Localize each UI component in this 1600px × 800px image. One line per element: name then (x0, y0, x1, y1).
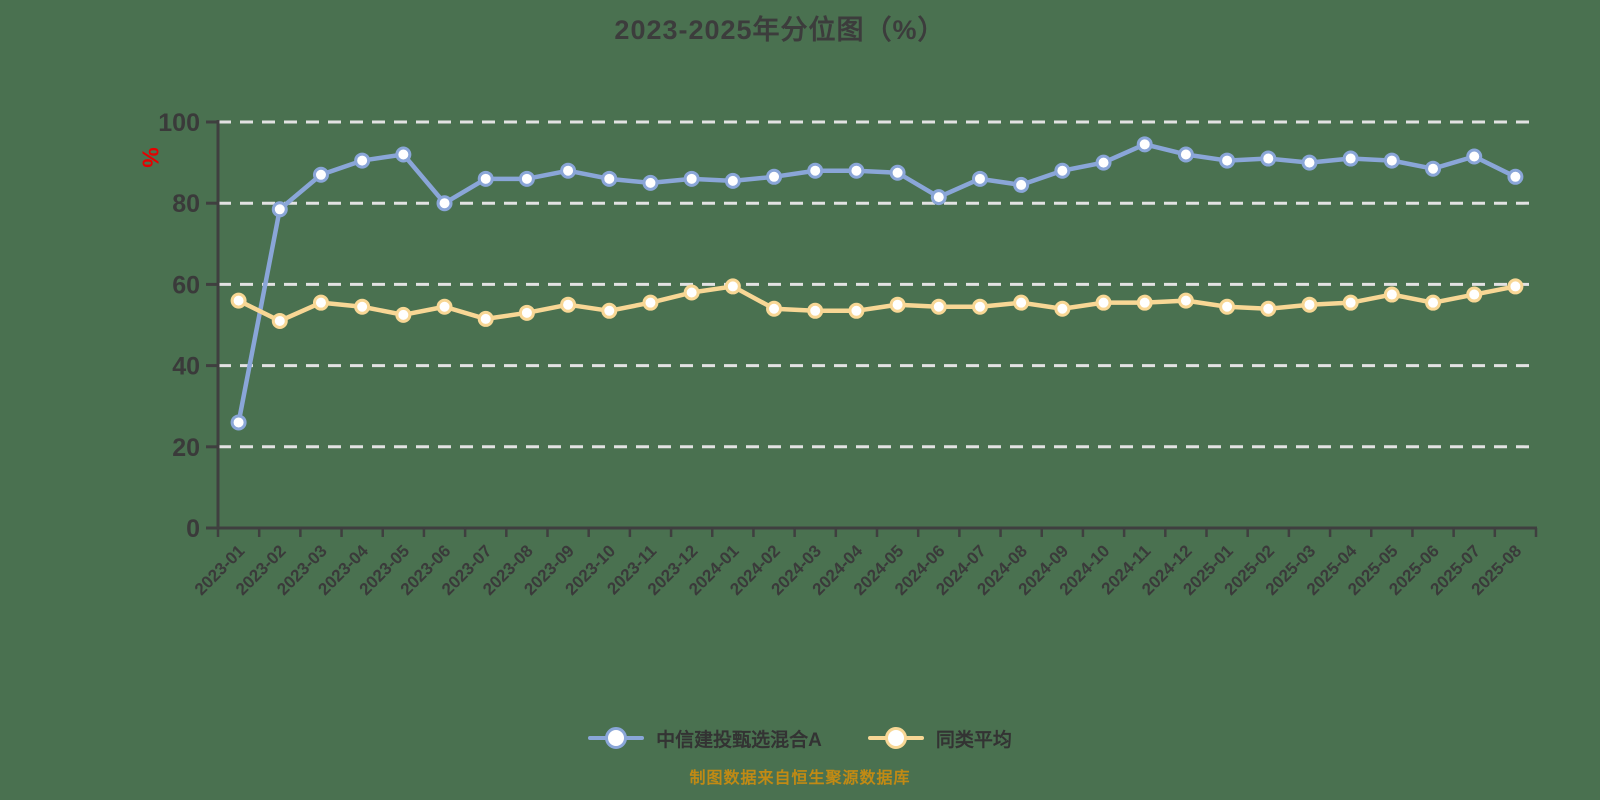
data-point-marker[interactable] (1425, 160, 1442, 177)
data-point-marker[interactable] (230, 292, 247, 309)
legend-item-average[interactable]: 同类平均 (867, 725, 1012, 752)
data-point-marker[interactable] (971, 298, 988, 315)
data-point-marker[interactable] (1342, 294, 1359, 311)
data-point-marker[interactable] (848, 302, 865, 319)
data-point-marker[interactable] (1260, 150, 1277, 167)
data-point-marker[interactable] (1425, 294, 1442, 311)
data-point-marker[interactable] (1013, 294, 1030, 311)
data-point-marker[interactable] (1095, 294, 1112, 311)
data-point-marker[interactable] (930, 189, 947, 206)
data-point-marker[interactable] (642, 174, 659, 191)
data-point-marker[interactable] (1260, 300, 1277, 317)
legend-dot (605, 727, 628, 749)
legend-label: 同类平均 (935, 729, 1012, 751)
legend-item-fund[interactable]: 中信建投甄选混合A (588, 725, 822, 752)
data-point-marker[interactable] (436, 298, 453, 315)
data-point-marker[interactable] (271, 201, 288, 218)
data-point-marker[interactable] (889, 164, 906, 181)
legend-dot (884, 727, 907, 749)
data-point-marker[interactable] (601, 170, 618, 187)
data-point-marker[interactable] (477, 170, 494, 187)
data-point-marker[interactable] (1177, 292, 1194, 309)
data-point-marker[interactable] (683, 170, 700, 187)
data-point-marker[interactable] (1466, 286, 1483, 303)
series-line-average (236, 284, 1518, 324)
data-point-marker[interactable] (1136, 136, 1153, 153)
data-point-marker[interactable] (1136, 294, 1153, 311)
y-axis-label: 80 (172, 190, 200, 218)
data-point-marker[interactable] (312, 166, 329, 183)
data-point-marker[interactable] (1507, 278, 1524, 295)
y-axis-label: 40 (172, 353, 200, 381)
data-point-marker[interactable] (560, 296, 577, 313)
data-point-marker[interactable] (1219, 152, 1236, 169)
data-point-marker[interactable] (724, 172, 741, 189)
data-point-marker[interactable] (518, 170, 535, 187)
data-point-marker[interactable] (395, 146, 412, 163)
data-point-marker[interactable] (971, 170, 988, 187)
data-point-marker[interactable] (271, 312, 288, 329)
y-axis-label: 0 (186, 515, 200, 543)
data-source-note: 制图数据来自恒生聚源数据库 (689, 770, 911, 787)
data-point-marker[interactable] (1383, 152, 1400, 169)
legend-label: 中信建投甄选混合A (656, 729, 822, 751)
data-point-marker[interactable] (1507, 168, 1524, 185)
data-point-marker[interactable] (1301, 296, 1318, 313)
y-axis-label: 20 (172, 434, 200, 462)
legend: 中信建投甄选混合A 同类平均 (0, 714, 1600, 762)
data-point-marker[interactable] (1054, 300, 1071, 317)
data-point-marker[interactable] (1095, 154, 1112, 171)
data-point-marker[interactable] (1342, 150, 1359, 167)
data-point-marker[interactable] (395, 306, 412, 323)
data-point-marker[interactable] (560, 162, 577, 179)
data-point-marker[interactable] (1301, 154, 1318, 171)
y-axis-label: 100 (158, 109, 200, 137)
data-point-marker[interactable] (766, 300, 783, 317)
data-point-marker[interactable] (642, 294, 659, 311)
data-point-marker[interactable] (1177, 146, 1194, 163)
data-point-marker[interactable] (930, 298, 947, 315)
data-point-marker[interactable] (1383, 286, 1400, 303)
data-point-marker[interactable] (477, 310, 494, 327)
y-axis-label: 60 (172, 271, 200, 299)
data-point-marker[interactable] (766, 168, 783, 185)
data-point-marker[interactable] (889, 296, 906, 313)
data-point-marker[interactable] (1219, 298, 1236, 315)
legend-marker-icon (588, 727, 645, 749)
data-point-marker[interactable] (807, 302, 824, 319)
data-point-marker[interactable] (848, 162, 865, 179)
data-point-marker[interactable] (601, 302, 618, 319)
legend-marker-icon (867, 727, 924, 749)
percentile-line-chart: 0204060801002023-012023-022023-032023-04… (158, 109, 1538, 599)
data-point-marker[interactable] (1013, 176, 1030, 193)
data-point-marker[interactable] (312, 294, 329, 311)
data-point-marker[interactable] (354, 298, 371, 315)
data-point-marker[interactable] (807, 162, 824, 179)
data-point-marker[interactable] (724, 278, 741, 295)
data-point-marker[interactable] (1466, 148, 1483, 165)
data-point-marker[interactable] (518, 304, 535, 321)
data-point-marker[interactable] (436, 195, 453, 212)
data-point-marker[interactable] (354, 152, 371, 169)
data-point-marker[interactable] (1054, 162, 1071, 179)
data-point-marker[interactable] (230, 414, 247, 431)
chart-title: 2023-2025年分位图（%） (614, 15, 946, 45)
data-point-marker[interactable] (683, 284, 700, 301)
